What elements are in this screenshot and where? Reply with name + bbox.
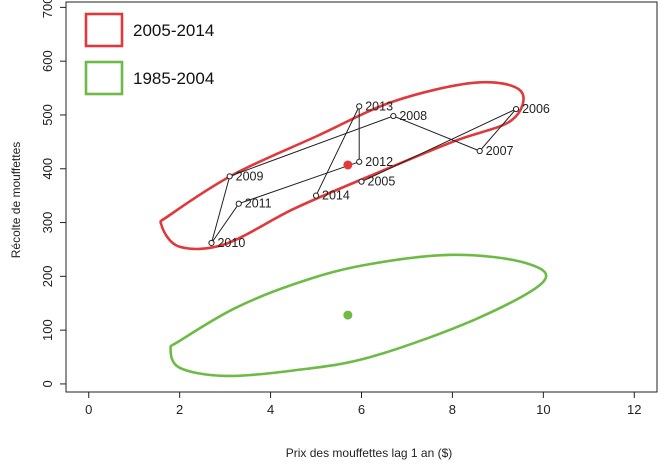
point-2007 [476, 147, 483, 155]
point-2008 [390, 112, 397, 120]
point-label-2005: 2005 [368, 175, 396, 189]
legend: 2005-2014 1985-2004 [84, 12, 214, 96]
point-2009 [226, 173, 233, 180]
y-tick-label: 100 [40, 319, 55, 341]
x-tick-label: 12 [627, 402, 641, 417]
legend-label-2005-2014: 2005-2014 [133, 21, 214, 40]
axes-layer: 0 2 4 6 8 10 12 0 100 200 300 400 500 600 700 [40, 0, 642, 417]
x-tick-label: 8 [449, 402, 456, 417]
y-tick-label: 400 [40, 158, 55, 180]
plot-frame-layer [65, 1, 658, 393]
x-tick-label: 10 [536, 402, 550, 417]
x-tick-label: 6 [358, 402, 365, 417]
x-tick-label: 0 [85, 402, 92, 417]
y-tick-label: 700 [40, 0, 55, 18]
point-label-2009: 2009 [236, 169, 264, 183]
point-label-2014: 2014 [322, 189, 350, 203]
year-path-layer [211, 106, 517, 244]
point-label-2008: 2008 [399, 109, 427, 123]
point-2014 [312, 192, 320, 199]
ellipse-2005-2014 [159, 80, 525, 251]
point-2006 [512, 105, 520, 113]
plot-frame [65, 1, 658, 393]
x-axis-title: Prix des mouffettes lag 1 an ($) [286, 446, 453, 460]
legend-swatch-1985-2004 [84, 60, 124, 96]
point-label-2007: 2007 [486, 144, 514, 158]
legend-swatch-2005-2014 [84, 12, 124, 48]
point-2010 [208, 239, 215, 247]
point-label-2010: 2010 [217, 236, 245, 250]
ellipse-1985-2004 [169, 253, 548, 378]
year-path-line [211, 106, 517, 244]
y-tick-label: 500 [40, 104, 55, 126]
x-tick-label: 4 [267, 402, 274, 417]
point-label-2013: 2013 [365, 99, 393, 113]
y-tick-label: 300 [40, 212, 55, 234]
y-axis-title: Récolte de mouffettes [9, 142, 23, 259]
y-tick-label: 600 [40, 50, 55, 72]
mean-layer [343, 160, 353, 320]
point-label-2011: 2011 [245, 197, 272, 211]
y-tick-label: 200 [40, 265, 55, 287]
point-2011 [235, 200, 242, 207]
point-label-2006: 2006 [522, 102, 550, 116]
point-layer: 2005 2006 2007 2008 2009 2010 2011 2012 2013 2014 [208, 99, 550, 250]
point-2005 [358, 178, 365, 185]
point-2013 [356, 103, 363, 110]
ellipse-layer [159, 80, 548, 378]
mean-point-1985-2004 [343, 310, 353, 320]
x-tick-label: 2 [176, 402, 183, 417]
point-label-2012: 2012 [365, 155, 393, 169]
point-2012 [356, 158, 363, 165]
legend-label-1985-2004: 1985-2004 [133, 69, 214, 88]
y-tick-label: 0 [40, 380, 55, 387]
mean-point-2005-2014 [343, 160, 353, 170]
